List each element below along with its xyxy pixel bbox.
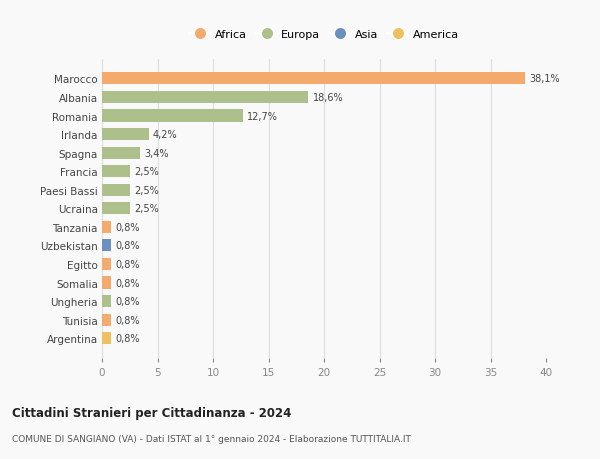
Bar	[102, 92, 308, 104]
Bar	[102, 296, 111, 308]
Text: 0,8%: 0,8%	[115, 222, 140, 232]
Text: 0,8%: 0,8%	[115, 297, 140, 307]
Bar	[102, 185, 130, 196]
Bar	[102, 166, 130, 178]
Legend: Africa, Europa, Asia, America: Africa, Europa, Asia, America	[186, 27, 462, 43]
Bar	[102, 73, 525, 85]
Bar	[102, 110, 243, 122]
Bar	[102, 221, 111, 233]
Text: 0,8%: 0,8%	[115, 315, 140, 325]
Bar	[102, 147, 140, 159]
Bar	[102, 129, 149, 141]
Text: 18,6%: 18,6%	[313, 93, 344, 103]
Bar	[102, 277, 111, 289]
Text: 2,5%: 2,5%	[134, 167, 159, 177]
Text: 38,1%: 38,1%	[529, 74, 560, 84]
Text: 3,4%: 3,4%	[144, 148, 169, 158]
Text: COMUNE DI SANGIANO (VA) - Dati ISTAT al 1° gennaio 2024 - Elaborazione TUTTITALI: COMUNE DI SANGIANO (VA) - Dati ISTAT al …	[12, 434, 411, 443]
Text: 2,5%: 2,5%	[134, 204, 159, 214]
Text: 12,7%: 12,7%	[247, 111, 278, 121]
Bar	[102, 258, 111, 270]
Text: 0,8%: 0,8%	[115, 333, 140, 343]
Text: 4,2%: 4,2%	[153, 130, 178, 140]
Bar	[102, 332, 111, 344]
Text: 0,8%: 0,8%	[115, 278, 140, 288]
Bar	[102, 203, 130, 215]
Text: Cittadini Stranieri per Cittadinanza - 2024: Cittadini Stranieri per Cittadinanza - 2…	[12, 406, 292, 419]
Text: 0,8%: 0,8%	[115, 259, 140, 269]
Text: 0,8%: 0,8%	[115, 241, 140, 251]
Bar	[102, 314, 111, 326]
Text: 2,5%: 2,5%	[134, 185, 159, 196]
Bar	[102, 240, 111, 252]
